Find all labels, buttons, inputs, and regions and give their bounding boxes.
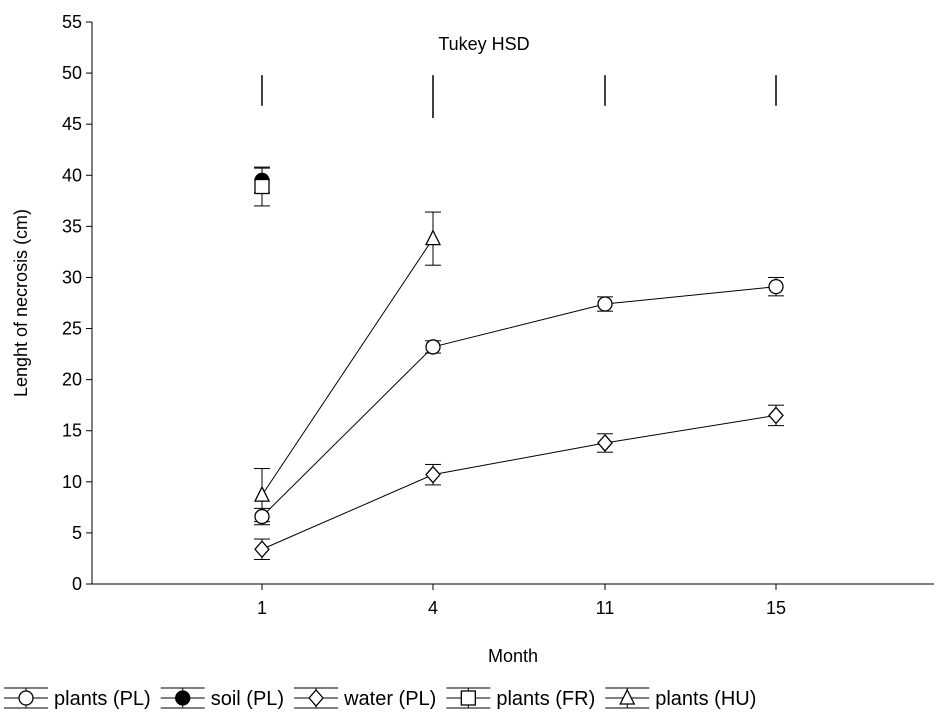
y-tick-label: 55: [62, 12, 82, 32]
legend-label-water-pl: water (PL): [343, 688, 436, 710]
y-tick-label: 20: [62, 370, 82, 390]
legend-marker-plants-fr: [460, 690, 476, 706]
tukey-hsd-label: Tukey HSD: [438, 34, 529, 54]
legend: plants (PL) soil (PL) water (PL) plants (FR…: [4, 687, 756, 710]
data-point-plants-pl: [768, 279, 784, 295]
data-point-plants-hu: [424, 229, 442, 246]
legend-label-soil-pl: soil (PL): [211, 688, 284, 710]
series-lines: [261, 238, 777, 550]
x-tick-label: 4: [428, 598, 438, 618]
legend-marker-plants-pl: [18, 690, 34, 706]
y-tick-label: 10: [62, 472, 82, 492]
legend-item-plants-pl: plants (PL): [4, 687, 151, 710]
y-tick-label: 35: [62, 216, 82, 236]
legend-label-plants-fr: plants (FR): [496, 688, 595, 710]
data-point-plants-fr: [254, 178, 270, 195]
data-point-plants-hu: [253, 485, 271, 502]
series-line-plants-hu: [261, 238, 434, 496]
y-tick-label: 40: [62, 165, 82, 185]
legend-label-plants-pl: plants (PL): [54, 688, 151, 710]
y-tick-label: 15: [62, 421, 82, 441]
data-point-plants-pl: [254, 508, 270, 525]
legend-item-plants-fr: plants (FR): [446, 687, 595, 710]
x-tick-label: 15: [766, 598, 786, 618]
data-point-water-pl: [768, 406, 784, 425]
series-line-plants-pl: [261, 286, 777, 517]
tukey-hsd-bars: [261, 75, 777, 119]
legend-item-water-pl: water (PL): [294, 687, 436, 710]
legend-item-soil-pl: soil (PL): [160, 687, 284, 710]
x-tick-label: 11: [596, 598, 615, 618]
legend-label-plants-hu: plants (HU): [655, 688, 756, 710]
y-axis-title: Lenght of necrosis (cm): [11, 209, 31, 397]
x-axis-ticks: 1 4 11 15: [257, 584, 786, 618]
legend-marker-soil-pl: [175, 690, 191, 706]
y-tick-label: 45: [62, 114, 82, 134]
series-markers: [253, 172, 784, 559]
x-tick-label: 1: [257, 598, 267, 618]
y-tick-label: 25: [62, 319, 82, 339]
data-point-water-pl: [254, 540, 270, 559]
data-point-water-pl: [597, 434, 613, 452]
data-point-plants-pl: [425, 339, 441, 355]
legend-item-plants-hu: plants (HU): [605, 687, 756, 710]
y-tick-label: 0: [72, 574, 82, 594]
x-axis-title: Month: [488, 646, 538, 666]
series-line-water-pl: [261, 414, 777, 550]
legend-marker-water-pl: [308, 689, 324, 707]
y-tick-label: 30: [62, 267, 82, 287]
data-point-water-pl: [425, 465, 441, 484]
data-point-plants-pl: [597, 296, 613, 312]
y-tick-label: 50: [62, 63, 82, 83]
error-bars: [254, 166, 784, 560]
y-tick-label: 5: [72, 523, 82, 543]
axes: [91, 22, 934, 585]
y-axis-ticks: 0 5 10 15 20 25 30 35 40 45 50 55: [62, 12, 92, 594]
legend-marker-plants-hu: [619, 688, 636, 705]
